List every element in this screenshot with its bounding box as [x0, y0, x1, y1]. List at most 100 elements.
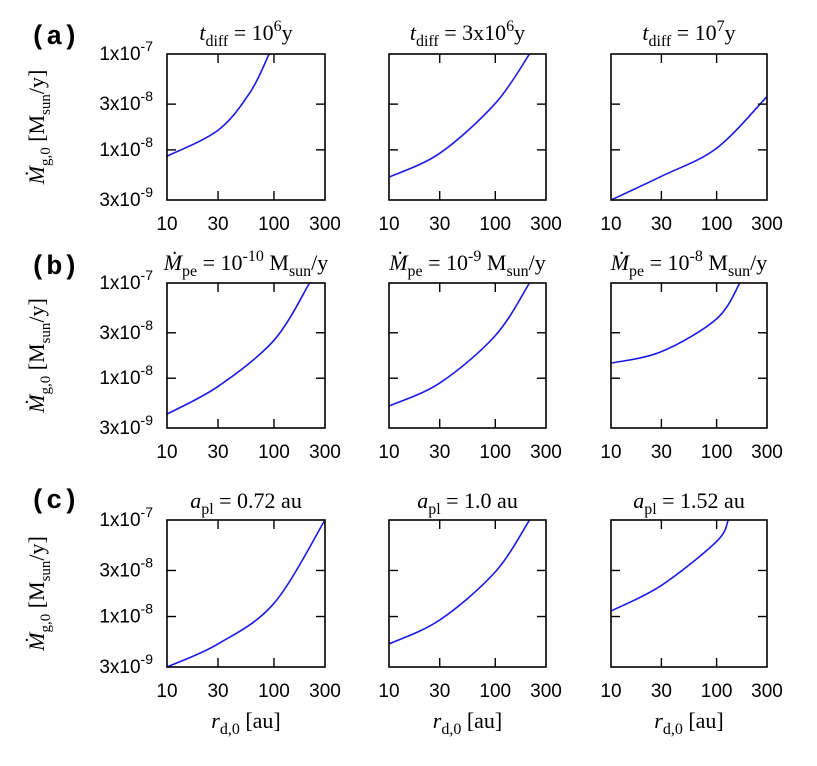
- y-tick-label: 1x10-8: [99, 601, 153, 628]
- x-axis-label-part: r: [211, 708, 220, 733]
- panel-title: tdiff = 107y: [642, 18, 735, 50]
- panel: tdiff = 107y 10 30 100 300: [600, 18, 782, 235]
- x-tick-label: 10: [156, 442, 177, 463]
- panel-title-part: pl: [201, 501, 214, 518]
- x-tick-label: 30: [651, 681, 672, 702]
- y-tick-label-exponent: -7: [141, 504, 154, 520]
- panel: tdiff = 3x106y 10 30 100 300: [378, 18, 561, 235]
- y-tick-label-exponent: -8: [141, 362, 154, 378]
- y-tick-label-exponent: -8: [141, 134, 154, 150]
- y-tick-label-base: 1x10: [99, 140, 140, 161]
- y-tick-label-exponent: -9: [141, 184, 154, 200]
- y-axis-label-text: Ṁg,0 [Msun/y]: [24, 70, 54, 186]
- x-tick-label: 300: [309, 214, 341, 235]
- y-tick-label: 3x10-9: [99, 412, 153, 439]
- x-tick-label: 100: [479, 214, 511, 235]
- plot-frame: [166, 53, 326, 201]
- y-tick-label: 3x10-9: [99, 184, 153, 211]
- panel-title-part: 7: [717, 18, 725, 35]
- x-axis-label-part: r: [654, 708, 663, 733]
- y-tick-label-base: 1x10: [99, 273, 140, 294]
- y-axis-label-text-part: sun: [38, 322, 54, 343]
- x-tick-label: 100: [258, 214, 290, 235]
- plot-frame: [166, 519, 326, 668]
- y-tick-label: 1x10-8: [99, 134, 153, 161]
- x-tick-label: 10: [156, 681, 177, 702]
- panel-title-part: Ṁ: [610, 250, 631, 275]
- panel-title-part: 6: [506, 18, 514, 35]
- y-axis-label-text-part: /y]: [24, 536, 49, 560]
- x-tick-label: 10: [600, 681, 621, 702]
- x-tick-label: 10: [378, 442, 399, 463]
- data-line: [389, 54, 531, 178]
- plot-frame: [388, 282, 547, 429]
- x-axis-label: rd,0 [au]: [211, 708, 280, 738]
- panel: Ṁpe = 10-10 Msun/y10 30 100 3001x10-73x10-8…: [99, 248, 341, 463]
- panel-title-part: /y: [750, 250, 767, 275]
- panel-title-part: pl: [428, 501, 441, 518]
- y-tick-label: 1x10-7: [99, 38, 153, 65]
- y-tick-label-base: 1x10: [99, 607, 140, 628]
- x-tick-label: 300: [530, 442, 562, 463]
- x-axis-label-part: [au]: [240, 708, 281, 733]
- data-line: [389, 520, 531, 645]
- panel-title-part: M: [703, 250, 728, 275]
- data-line: [611, 520, 730, 612]
- y-tick-label: 1x10-7: [99, 504, 153, 531]
- panel-title: Ṁpe = 10-8 Msun/y: [610, 248, 768, 280]
- panel-title-part: pe: [182, 263, 197, 280]
- y-axis-label-text-part: Ṁ: [24, 631, 49, 652]
- panel-title-part: y: [514, 20, 525, 45]
- panel-title-part: Ṁ: [163, 250, 184, 275]
- panel-title-part: = 3x10: [439, 20, 506, 45]
- y-axis-label-text-part: /y]: [24, 298, 49, 322]
- panel-title-part: M: [264, 250, 289, 275]
- panel-title-part: sun: [506, 263, 528, 280]
- panel-title-part: a: [633, 488, 644, 513]
- panel: Ṁpe = 10-8 Msun/y 10 30 100 300: [600, 248, 782, 463]
- plot-frame: [610, 53, 768, 201]
- y-axis-label-text-part: g,0: [38, 147, 54, 166]
- x-tick-label: 30: [207, 681, 228, 702]
- y-tick-label-exponent: -8: [141, 601, 154, 617]
- data-line: [167, 283, 311, 415]
- panel-title-part: a: [417, 488, 428, 513]
- row-label: (a): [30, 23, 79, 53]
- y-axis-label: Ṁg,0 [Msun/y]: [24, 70, 54, 186]
- panel-title-part: pl: [644, 501, 657, 518]
- y-tick-label-exponent: -8: [141, 88, 154, 104]
- plot-frame: [388, 53, 547, 201]
- panel: apl = 1.0 au 10 30 100 300: [378, 488, 561, 702]
- x-tick-label: 10: [156, 214, 177, 235]
- x-axis-label-part: d,0: [220, 721, 240, 738]
- y-tick-label: 3x10-8: [99, 554, 153, 581]
- panel-title: Ṁpe = 10-9 Msun/y: [388, 248, 546, 280]
- x-tick-label: 30: [651, 442, 672, 463]
- y-tick-label-base: 3x10: [99, 560, 140, 581]
- panel-title-part: diff: [416, 33, 439, 50]
- panel-title-part: -8: [690, 248, 703, 265]
- x-tick-label: 300: [309, 442, 341, 463]
- panel-title-part: y: [725, 20, 736, 45]
- panel-title-part: 6: [274, 18, 282, 35]
- x-axis-label-part: [au]: [683, 708, 724, 733]
- panel-title-part: t: [642, 20, 649, 45]
- y-tick-label-base: 3x10: [99, 418, 140, 439]
- row-label: (c): [30, 487, 79, 517]
- x-axis-label: rd,0 [au]: [433, 708, 502, 738]
- x-tick-label: 300: [751, 442, 783, 463]
- panel-title-part: pe: [408, 263, 423, 280]
- y-tick-label-base: 3x10: [99, 190, 140, 211]
- panel-title-part: sun: [728, 263, 750, 280]
- y-tick-label-exponent: -8: [141, 317, 154, 333]
- panel-title-part: = 10: [197, 250, 242, 275]
- x-tick-label: 30: [429, 681, 450, 702]
- panel-title-part: = 1.52 au: [657, 488, 745, 513]
- y-axis-label-text-part: sun: [38, 560, 54, 581]
- panel: Ṁpe = 10-9 Msun/y 10 30 100 300: [378, 248, 561, 463]
- x-axis-label-part: r: [433, 708, 442, 733]
- x-tick-label: 100: [701, 214, 733, 235]
- panel-title: apl = 1.0 au: [417, 488, 518, 518]
